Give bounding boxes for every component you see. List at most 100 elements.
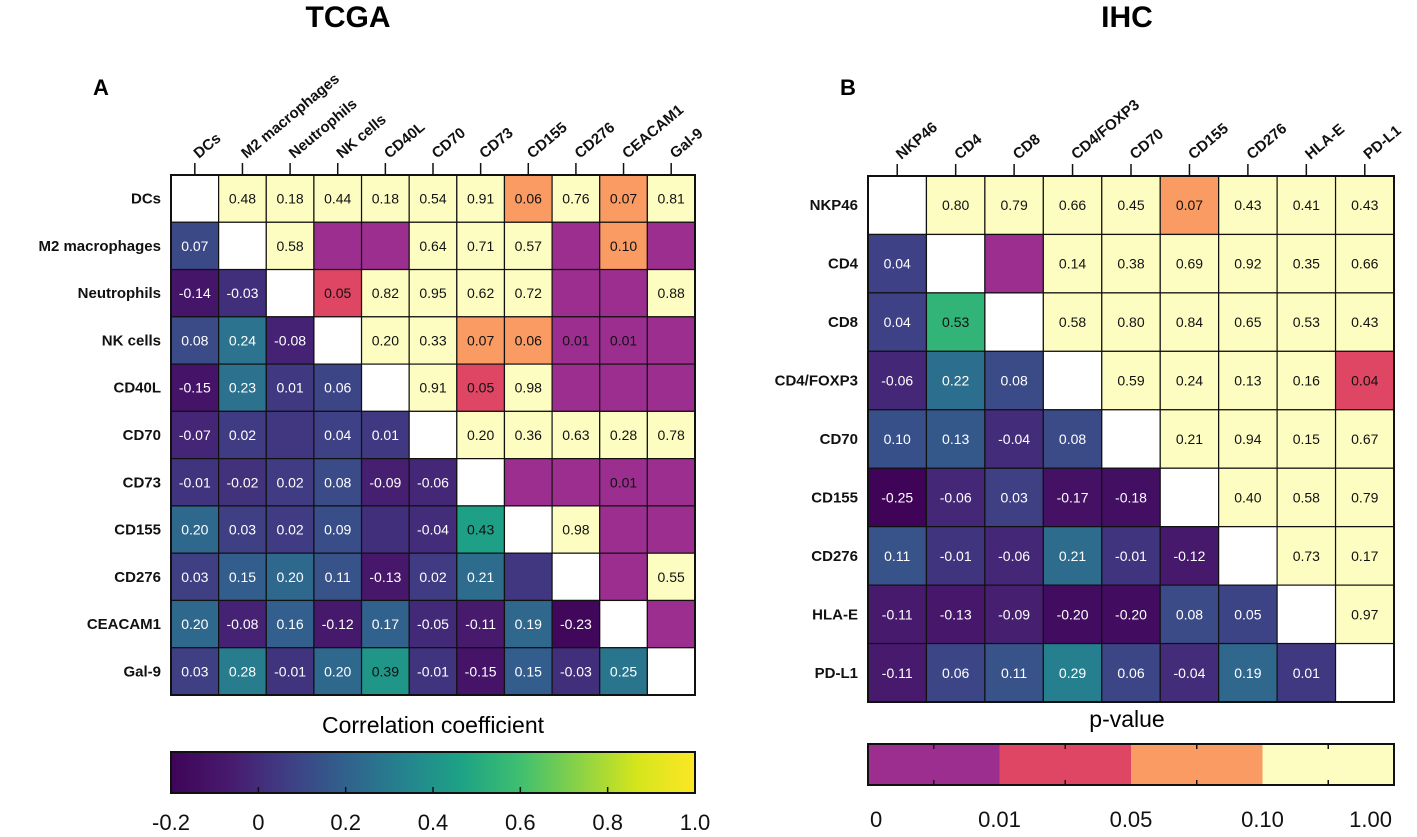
cell-value: 0.40 (1234, 489, 1261, 505)
panel-b-cells: 0.80 0.79 0.66 0.45 0.07 0.43 0.41 0.43 0.04 0.14… (867, 175, 1395, 703)
cell-value: 0.62 (467, 285, 494, 301)
a-cell-8-0 (170, 552, 220, 602)
cell-value: 0.53 (942, 314, 969, 330)
a-cell-0-6 (456, 174, 506, 223)
cell-value: 0.03 (181, 569, 208, 585)
cell-value: 0.03 (229, 522, 256, 538)
a-cell-1-10 (646, 221, 696, 271)
a-cell-6-8 (551, 458, 601, 507)
pvalue-bin (1262, 744, 1394, 785)
a-cell-7-3 (313, 505, 363, 554)
a-cell-0-4 (360, 174, 410, 223)
b-cell-3-2 (984, 350, 1044, 411)
pvalue-bin (868, 744, 1000, 785)
a-cell-3-7 (503, 316, 553, 365)
cell-value: 0.13 (942, 431, 969, 447)
b-cell-8-2 (984, 642, 1044, 703)
cell-value: 0.21 (1176, 431, 1203, 447)
a-cell-9-10 (646, 599, 696, 649)
cell-value: 0.76 (562, 191, 589, 207)
a-cell-1-3 (313, 221, 363, 271)
cell-value: 0.63 (562, 427, 589, 443)
cell-value: 0.28 (229, 663, 256, 679)
a-cell-5-6 (456, 410, 506, 460)
row-label: HLA-E (812, 606, 858, 623)
a-cell-7-9 (599, 505, 648, 554)
a-cell-10-9 (599, 647, 648, 696)
column-label: HLA-E (1302, 121, 1348, 163)
a-cell-1-1 (218, 221, 267, 271)
column-label: PD-L1 (1360, 122, 1404, 163)
a-cell-1-6 (456, 221, 506, 271)
cell-value: 0.15 (1293, 431, 1320, 447)
a-cell-8-10 (646, 552, 696, 602)
colorbar-tick-label: -0.2 (152, 810, 190, 835)
column-label: CD276 (572, 119, 619, 162)
cell-value: -0.25 (881, 489, 913, 505)
a-cell-7-8 (551, 505, 601, 554)
panel-b-row-labels: NKP46 CD4 CD8 CD4/FOXP3 CD70 CD155 CD276 HLA-E P… (775, 197, 859, 682)
a-cell-9-5 (408, 599, 458, 649)
cell-value: -0.13 (940, 606, 972, 622)
cell-value: 0.01 (372, 427, 399, 443)
cell-value: 0.98 (515, 380, 542, 396)
row-label: CD276 (811, 548, 858, 565)
cell-value: 0.04 (1351, 373, 1378, 389)
cell-value: -0.01 (274, 663, 306, 679)
cell-value: -0.08 (274, 332, 306, 348)
cell-value: 0.82 (372, 285, 399, 301)
cell-value: 0.57 (515, 238, 542, 254)
column-label: Gal-9 (667, 125, 707, 162)
b-cell-6-6 (1218, 526, 1278, 586)
b-cell-2-2 (984, 292, 1044, 352)
b-cell-4-4 (1101, 409, 1161, 469)
cell-value: -0.15 (179, 380, 211, 396)
a-cell-10-8 (551, 647, 601, 696)
row-label: CD4/FOXP3 (775, 373, 858, 390)
a-cell-4-8 (551, 363, 601, 412)
column-label: CD8 (1010, 131, 1044, 163)
a-cell-5-1 (218, 410, 267, 460)
b-cell-2-7 (1276, 292, 1337, 352)
panel-b-legend: 0 0.01 0.05 0.10 1.00 (867, 743, 1395, 832)
cell-value: -0.20 (1057, 606, 1089, 622)
a-cell-9-3 (313, 599, 363, 649)
cell-value: 0.88 (658, 285, 685, 301)
a-cell-8-9 (599, 552, 648, 602)
cell-value: 0.23 (229, 380, 256, 396)
colorbar-tick-label: 0.2 (330, 810, 361, 835)
b-cell-5-4 (1101, 467, 1161, 528)
a-cell-7-1 (218, 505, 267, 554)
row-label: CD8 (828, 314, 858, 331)
b-cell-2-6 (1218, 292, 1278, 352)
cell-value: 0.69 (1176, 256, 1203, 272)
a-cell-6-6 (456, 458, 506, 507)
cell-value: 0.18 (372, 191, 399, 207)
a-cell-6-0 (170, 458, 220, 507)
cell-value: 0.06 (942, 665, 969, 681)
row-label: CD70 (123, 427, 161, 444)
a-cell-4-6 (456, 363, 506, 412)
b-cell-6-1 (925, 526, 986, 586)
b-cell-3-3 (1042, 350, 1103, 411)
b-cell-0-1 (925, 175, 986, 236)
cell-value: 0.36 (515, 427, 542, 443)
cell-value: -0.12 (1173, 548, 1205, 564)
cell-value: 0.04 (884, 256, 911, 272)
cell-value: -0.04 (1173, 665, 1205, 681)
panel-a: TCGA A DCs M2 macrophages Neutrophils NK ce… (38, 1, 710, 835)
b-cell-7-4 (1101, 584, 1161, 645)
panel-b-legend-title: p-value (1089, 706, 1164, 732)
a-cell-8-3 (313, 552, 363, 602)
a-cell-4-0 (170, 363, 220, 412)
cell-value: -0.11 (882, 665, 913, 681)
cell-value: 0.24 (229, 332, 256, 348)
row-label: CD4 (828, 256, 859, 273)
cell-value: 0.43 (467, 522, 494, 538)
cell-value: 0.78 (658, 427, 685, 443)
b-cell-5-5 (1159, 467, 1220, 528)
pvalue-tick-label: 0.05 (1110, 807, 1153, 832)
a-cell-2-6 (456, 268, 506, 318)
a-cell-7-4 (360, 505, 410, 554)
